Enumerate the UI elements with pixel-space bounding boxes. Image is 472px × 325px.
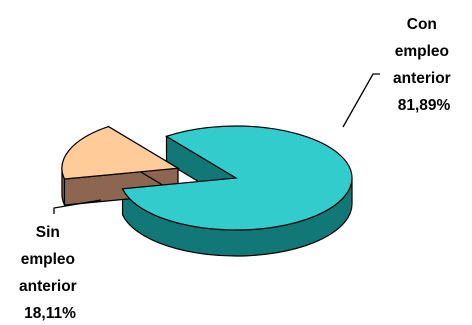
- leader-line-sin: [53, 199, 102, 214]
- leader-lines: [53, 73, 380, 214]
- slice-sin-empleo-top: [61, 125, 180, 180]
- leader-line-con: [342, 73, 380, 128]
- label-sin-line-3: anterior: [19, 278, 77, 295]
- label-con-empleo: Con empleo anterior 81,89%: [393, 16, 455, 114]
- label-con-value: 81,89%: [398, 97, 451, 114]
- label-sin-value: 18,11%: [24, 305, 76, 322]
- label-sin-empleo: Sin empleo anterior 18,11%: [19, 224, 81, 322]
- slice-con-empleo-top: [121, 125, 353, 231]
- label-con-line-3: anterior: [393, 70, 451, 87]
- label-con-line-2: empleo: [395, 43, 449, 60]
- label-sin-line-1: Sin: [36, 224, 60, 241]
- label-con-line-1: Con: [407, 16, 437, 33]
- pie-tops: [61, 125, 353, 231]
- label-sin-line-2: empleo: [21, 251, 75, 268]
